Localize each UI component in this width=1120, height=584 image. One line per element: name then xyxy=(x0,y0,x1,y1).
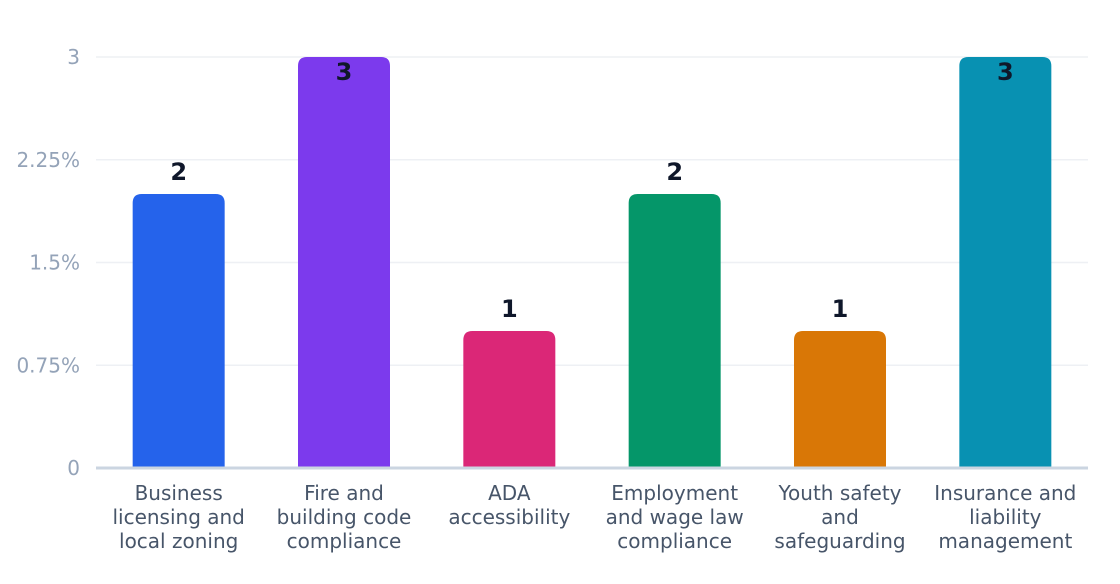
x-tick-label: Youth safety and safeguarding xyxy=(774,481,905,553)
bar xyxy=(132,194,225,468)
bar xyxy=(463,331,556,468)
bar xyxy=(628,194,721,468)
y-tick-label: 0.75% xyxy=(16,353,80,377)
x-axis: Business licensing and local zoning Fire an… xyxy=(96,466,1088,553)
data-label: 3 xyxy=(336,58,353,86)
data-label: 3 xyxy=(997,58,1014,86)
x-tick-label: Employment and wage law compliance xyxy=(606,481,744,553)
y-tick-label: 1.5% xyxy=(29,251,80,275)
x-tick-label: Business licensing and local zoning xyxy=(112,481,244,553)
x-tick-label: Insurance and liability management xyxy=(934,481,1076,553)
grid-layer xyxy=(96,56,1088,366)
bar xyxy=(959,57,1052,468)
data-label: 1 xyxy=(832,295,849,323)
bar xyxy=(794,331,886,468)
y-tick-label: 0 xyxy=(67,456,80,480)
x-tick-label: Fire and building code compliance xyxy=(277,481,412,553)
x-tick-label: ADA accessibility xyxy=(448,481,570,529)
y-tick-label: 2.25% xyxy=(16,148,80,172)
data-label: 2 xyxy=(170,158,187,186)
y-tick-label: 3 xyxy=(67,45,80,69)
data-label: 2 xyxy=(666,158,683,186)
bars-layer xyxy=(132,57,1052,468)
data-labels-layer: 2 3 1 2 1 3 xyxy=(170,58,1013,323)
bar xyxy=(298,57,390,468)
data-label: 1 xyxy=(501,295,518,323)
y-axis: 0 0.75% 1.5% 2.25% 3 xyxy=(16,45,80,480)
